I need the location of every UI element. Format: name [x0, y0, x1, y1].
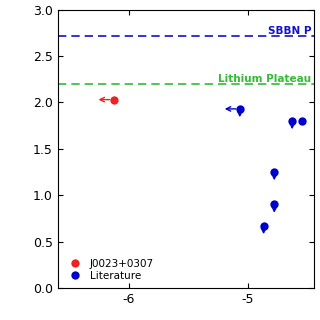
Text: SBBN P: SBBN P — [268, 26, 311, 36]
Text: Lithium Plateau: Lithium Plateau — [218, 74, 311, 84]
Legend: J0023+0307, Literature: J0023+0307, Literature — [63, 257, 156, 283]
